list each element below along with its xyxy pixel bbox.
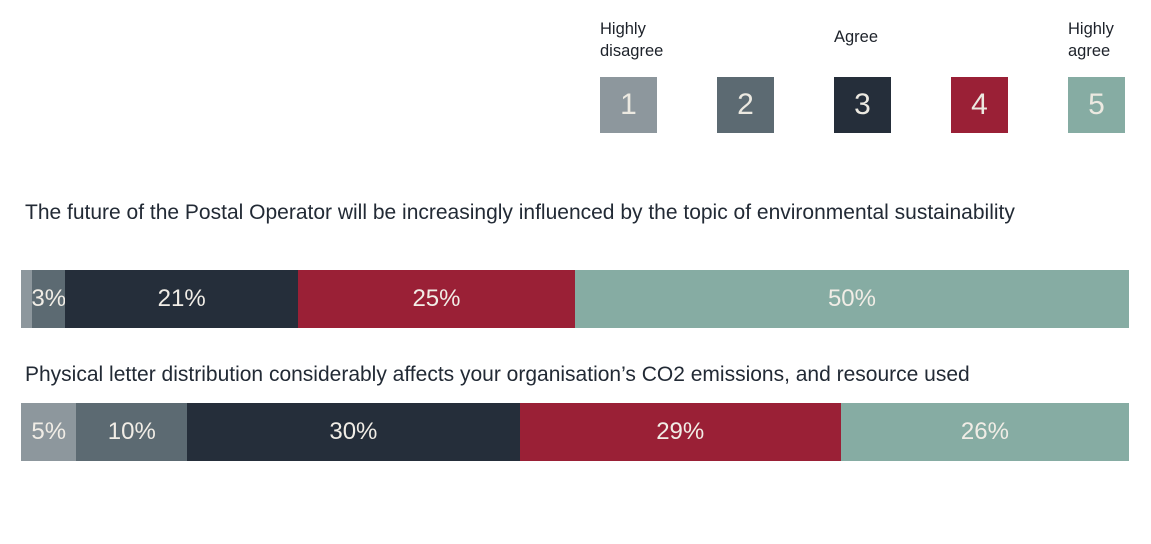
legend-annotation-agree: Agree (834, 28, 879, 46)
legend-annotation-highly-agree: Highly agree (1068, 20, 1114, 60)
legend-number: 3 (854, 88, 871, 121)
bar1-segment-rating1 (21, 270, 33, 328)
bar-segment-label: 21% (157, 285, 206, 312)
bar2-segment-rating4: 29% (519, 403, 841, 461)
question-title-1: The future of the Postal Operator will b… (25, 201, 1015, 224)
bar-segment-label: 5% (31, 418, 67, 445)
legend-number: 5 (1088, 88, 1105, 121)
bar1-segment-rating3: 21% (65, 270, 298, 328)
bar2-segment-rating1: 5% (21, 403, 77, 461)
bar-segment-label: 50% (827, 285, 876, 312)
legend-number: 2 (737, 88, 754, 121)
bar-segment-label: 29% (656, 418, 705, 445)
bar2-segment-rating5: 26% (840, 403, 1129, 461)
bar-segment-label: 26% (960, 418, 1009, 445)
bar-segment-label: 10% (107, 418, 156, 445)
stacked-bar-2: 5% 10% 30% 29% 26% (21, 403, 1129, 461)
legend-item-5: Highly agree 5 (1068, 18, 1125, 133)
legend-annotation-highly-disagree: Highly disagree (600, 20, 664, 60)
stacked-bar-1: 3% 21% 25% 50% (21, 270, 1129, 328)
legend-item-2: 2 (717, 18, 774, 133)
legend-annotation-empty (951, 18, 1043, 77)
legend-number: 1 (620, 88, 637, 121)
likert-legend: Highly disagree 1 2 Agree 3 4 Highly agr… (600, 18, 1125, 133)
bar-segment-label: 25% (412, 285, 461, 312)
bar2-segment-rating2: 10% (76, 403, 188, 461)
legend-annotation-empty (717, 18, 809, 77)
bar1-segment-rating2: 3% (31, 270, 67, 328)
legend-swatch-5: 5 (1068, 77, 1125, 133)
bar1-segment-rating5: 50% (574, 270, 1129, 328)
legend-swatch-1: 1 (600, 77, 657, 133)
bar2-segment-rating3: 30% (187, 403, 520, 461)
bar-segment-label: 3% (31, 285, 67, 312)
legend-item-4: 4 (951, 18, 1008, 133)
legend-swatch-4: 4 (951, 77, 1008, 133)
legend-number: 4 (971, 88, 988, 121)
question-title-2: Physical letter distribution considerabl… (25, 363, 970, 386)
legend-item-3: Agree 3 (834, 18, 891, 133)
bar-segment-label: 30% (329, 418, 378, 445)
legend-swatch-2: 2 (717, 77, 774, 133)
legend-item-1: Highly disagree 1 (600, 18, 663, 133)
bar1-segment-rating4: 25% (297, 270, 575, 328)
legend-swatch-3: 3 (834, 77, 891, 133)
